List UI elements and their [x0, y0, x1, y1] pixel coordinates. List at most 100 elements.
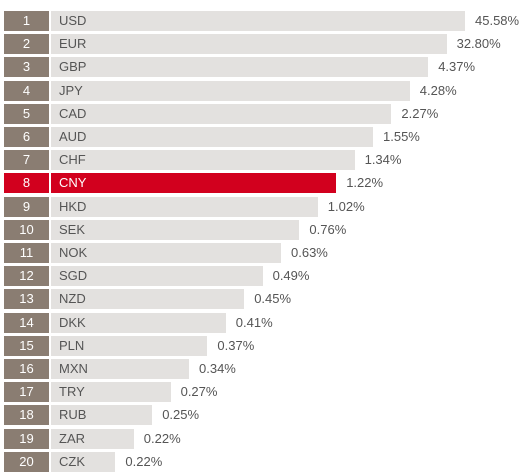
value-label: 1.02%	[327, 198, 365, 214]
rank-label: 7	[4, 150, 49, 171]
rank-label: 11	[4, 243, 49, 263]
chart-row: 5 CAD 2.27%	[0, 103, 530, 124]
chart-row: 6 AUD 1.55%	[0, 127, 530, 147]
value-label: 45.58%	[475, 13, 520, 28]
bar	[51, 428, 134, 449]
value-label: 4.28%	[419, 82, 457, 98]
value-label: 0.63%	[291, 245, 328, 260]
chart-row: 14 DKK 0.41%	[0, 312, 530, 333]
bar	[51, 196, 318, 217]
chart-row: 20 CZK 0.22%	[0, 451, 530, 472]
rank-label: 14	[4, 312, 49, 333]
rank-label: 2	[4, 34, 49, 55]
chart-row: 3 GBP 4.37%	[0, 57, 530, 78]
chart-row: 10 SEK 0.76%	[0, 219, 530, 240]
rank-label: 13	[4, 289, 49, 310]
currency-label: CHF	[59, 152, 86, 168]
rank-label: 12	[4, 266, 49, 287]
currency-label: GBP	[59, 59, 87, 75]
chart-row: 7 CHF 1.34%	[0, 150, 530, 171]
rank-label: 3	[4, 57, 49, 78]
value-label: 0.45%	[254, 291, 292, 307]
value-label: 0.37%	[217, 337, 255, 353]
rank-label: 15	[4, 335, 49, 356]
currency-label: CZK	[59, 453, 85, 469]
bar	[51, 266, 263, 287]
value-label: 0.22%	[125, 453, 163, 469]
chart-row: 17 TRY 0.27%	[0, 382, 530, 403]
value-label: 1.22%	[346, 175, 384, 191]
currency-label: ZAR	[59, 430, 85, 446]
currency-label: DKK	[59, 314, 86, 330]
bar	[51, 80, 410, 101]
rank-label: 1	[4, 11, 49, 31]
rank-label: 6	[4, 127, 49, 147]
value-label: 0.41%	[235, 314, 273, 330]
value-label: 0.27%	[180, 384, 218, 400]
bar	[51, 150, 355, 171]
value-label: 32.80%	[456, 36, 501, 52]
chart-row: 8 CNY 1.22%	[0, 173, 530, 194]
currency-label: USD	[59, 13, 87, 28]
bar	[51, 57, 429, 78]
bar	[51, 127, 373, 147]
value-label: 2.27%	[401, 105, 439, 121]
chart-row: 11 NOK 0.63%	[0, 243, 530, 263]
currency-label: RUB	[59, 407, 87, 423]
value-label: 0.34%	[199, 361, 236, 376]
chart-row: 1 USD 45.58%	[0, 11, 530, 31]
rank-label: 19	[4, 428, 49, 449]
bar	[51, 103, 392, 124]
bar	[51, 173, 337, 194]
bar	[51, 289, 245, 310]
currency-label: TRY	[59, 384, 85, 400]
currency-label: JPY	[59, 82, 83, 98]
currency-label: NOK	[59, 245, 88, 260]
value-label: 0.25%	[162, 407, 200, 423]
currency-label: PLN	[59, 337, 85, 353]
rank-label: 20	[4, 451, 49, 472]
chart-row: 4 JPY 4.28%	[0, 80, 530, 101]
bar	[51, 11, 465, 31]
bar	[51, 335, 208, 356]
currency-label: SEK	[59, 221, 86, 237]
value-label: 0.49%	[272, 268, 310, 284]
bar	[51, 451, 116, 472]
bar	[51, 312, 226, 333]
rank-label: 8	[4, 173, 49, 194]
rank-label: 18	[4, 405, 49, 426]
bar	[51, 243, 281, 263]
rank-label: 9	[4, 196, 49, 217]
chart-row: 16 MXN 0.34%	[0, 359, 530, 379]
currency-label: NZD	[59, 291, 86, 307]
chart-row: 18 RUB 0.25%	[0, 405, 530, 426]
chart-row: 15 PLN 0.37%	[0, 335, 530, 356]
value-label: 0.22%	[143, 430, 181, 446]
rank-label: 5	[4, 103, 49, 124]
bar	[51, 382, 171, 403]
value-label: 0.76%	[309, 221, 347, 237]
currency-label: AUD	[59, 129, 87, 144]
chart-row: 9 HKD 1.02%	[0, 196, 530, 217]
currency-label: EUR	[59, 36, 87, 52]
rank-label: 10	[4, 219, 49, 240]
chart-row: 13 NZD 0.45%	[0, 289, 530, 310]
chart-row: 2 EUR 32.80%	[0, 34, 530, 55]
bar	[51, 219, 300, 240]
bar	[51, 359, 189, 379]
rank-label: 17	[4, 382, 49, 403]
currency-label: MXN	[59, 361, 88, 376]
value-label: 1.55%	[383, 129, 420, 144]
chart-row: 19 ZAR 0.22%	[0, 428, 530, 449]
chart-row: 12 SGD 0.49%	[0, 266, 530, 287]
rank-label: 16	[4, 359, 49, 379]
currency-label: HKD	[59, 198, 87, 214]
bar	[51, 405, 153, 426]
rank-label: 4	[4, 80, 49, 101]
bar	[51, 34, 447, 55]
currency-label: CAD	[59, 105, 87, 121]
currency-label: SGD	[59, 268, 88, 284]
currency-label: CNY	[59, 175, 87, 191]
value-label: 1.34%	[364, 152, 402, 168]
